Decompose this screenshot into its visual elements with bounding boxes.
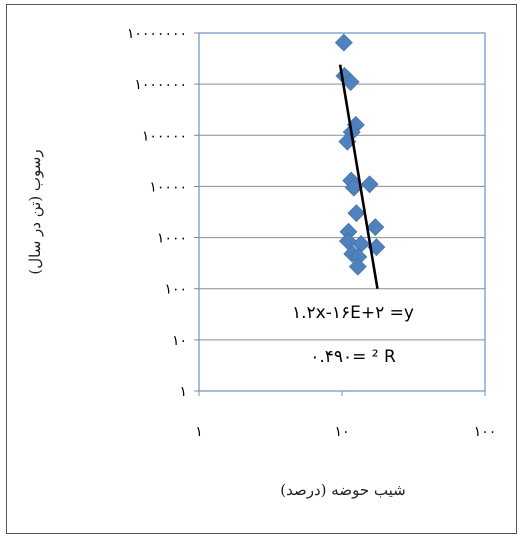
r-squared-label: ۰.۴۹۰= ² R [310, 347, 396, 367]
data-point [334, 33, 353, 52]
axis-ticks [194, 32, 486, 396]
y-tick-label: ۱۰۰۰۰۰۰ [134, 77, 187, 93]
plot-area [198, 32, 486, 392]
trendline-equation: ۱.۲x-۱۶E+۲ =y [292, 303, 414, 323]
y-tick-labels: ۱۰۰۰۰۰۰۰ ۱۰۰۰۰۰۰ ۱۰۰۰۰۰ ۱۰۰۰۰ ۱۰۰۰ ۱۰۰ ۱۰ ۱ [127, 26, 187, 400]
data-point [348, 257, 367, 276]
data-point [360, 175, 379, 194]
x-axis-title: شیب حوضه (درصد) [280, 481, 405, 499]
grid-lines [199, 83, 485, 341]
x-tick-label: ۱۰ [334, 424, 349, 440]
y-tick-label: ۱۰۰ [164, 282, 187, 298]
data-point [341, 73, 360, 91]
y-axis-title: رسوب (تن در سال) [26, 149, 44, 274]
x-tick-label: ۱۰۰ [474, 424, 497, 440]
trendline [338, 64, 379, 289]
y-tick-label: ۱۰۰۰۰ [149, 179, 187, 195]
y-tick-label: ۱۰ [172, 333, 187, 349]
y-tick-label: ۱ [179, 384, 187, 400]
data-point [366, 218, 385, 237]
data-point [347, 204, 366, 223]
y-tick-label: ۱۰۰۰۰۰۰۰ [127, 26, 187, 42]
y-tick-label: ۱۰۰۰ [157, 231, 187, 247]
y-tick-label: ۱۰۰۰۰۰ [142, 128, 187, 144]
trendline-group [338, 64, 379, 289]
x-tick-label: ۱ [195, 424, 203, 440]
x-tick-labels: ۱ ۱۰ ۱۰۰ [195, 424, 496, 440]
